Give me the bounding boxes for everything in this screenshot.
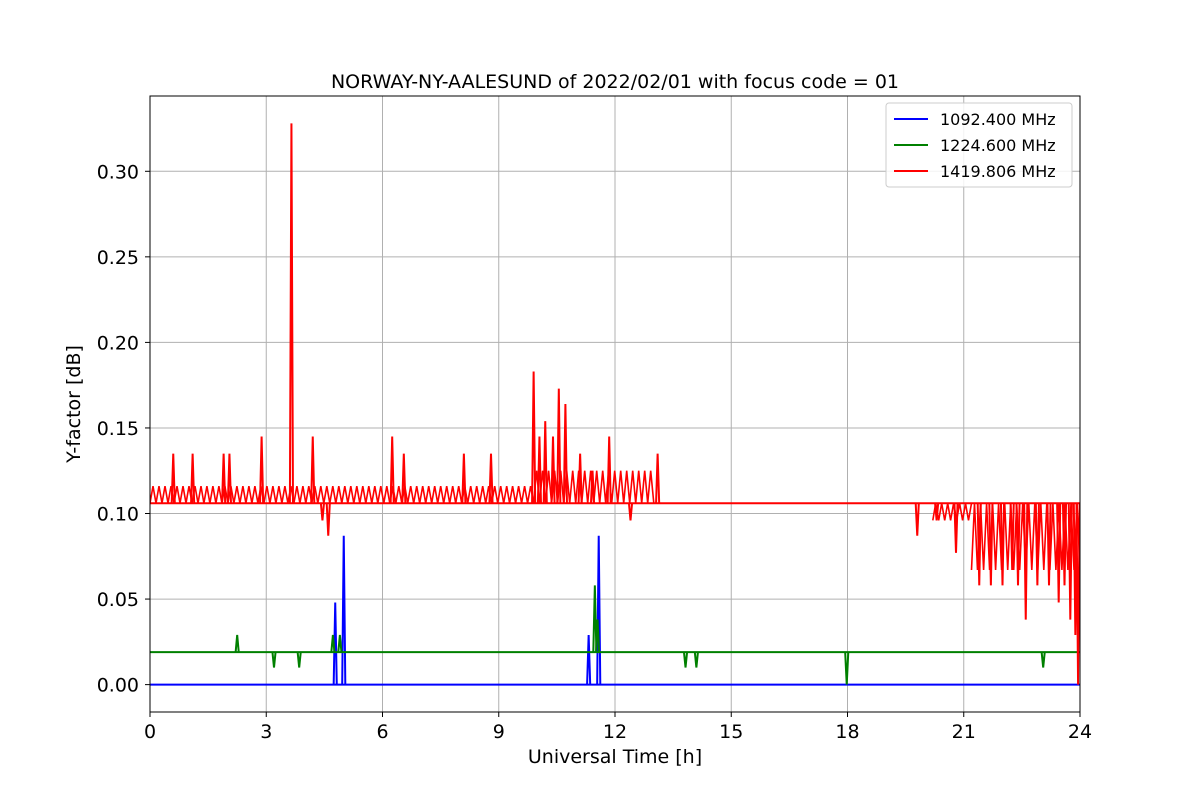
- noise-band: [932, 503, 973, 521]
- x-tick-label: 15: [719, 721, 743, 743]
- y-tick-label: 0.10: [97, 504, 139, 526]
- x-tick-label: 18: [835, 721, 859, 743]
- x-tick-label: 24: [1068, 721, 1092, 743]
- y-tick-label: 0.00: [97, 675, 139, 697]
- series-layer: [150, 123, 1080, 686]
- data-spike: [589, 470, 596, 504]
- y-tick-label: 0.25: [97, 247, 139, 269]
- data-spike: [330, 634, 336, 653]
- x-tick-label: 3: [260, 721, 272, 743]
- data-spike: [401, 453, 407, 504]
- data-spike: [606, 436, 612, 504]
- data-spike: [595, 619, 601, 653]
- data-spike: [389, 436, 395, 504]
- data-spike: [988, 503, 994, 586]
- data-spike: [914, 503, 920, 536]
- data-spike: [1075, 503, 1080, 685]
- legend-label-1092: 1092.400 MHz: [940, 110, 1056, 129]
- data-spike: [234, 634, 240, 653]
- data-spike: [296, 652, 302, 668]
- data-spike: [170, 453, 176, 504]
- data-spike: [488, 453, 494, 504]
- data-spike: [577, 453, 583, 504]
- chart-title: NORWAY-NY-AALESUND of 2022/02/01 with fo…: [331, 71, 899, 93]
- data-spike: [1061, 503, 1068, 586]
- data-spike: [259, 436, 265, 504]
- x-tick-label: 6: [376, 721, 388, 743]
- data-spike: [325, 503, 331, 536]
- data-spike: [934, 503, 940, 521]
- legend-label-1224: 1224.600 MHz: [940, 136, 1056, 155]
- data-spike: [1056, 503, 1062, 603]
- legend-box: [885, 102, 1073, 188]
- series-1224-mhz: [150, 585, 1080, 685]
- data-spike: [1023, 503, 1029, 620]
- data-spike: [536, 436, 542, 504]
- data-spike: [337, 634, 343, 653]
- data-spike: [655, 453, 661, 504]
- data-spike: [693, 652, 699, 668]
- data-spike: [341, 535, 347, 685]
- data-spike: [556, 388, 562, 504]
- y-tick-label: 0.30: [97, 161, 139, 183]
- data-spike: [1040, 652, 1046, 668]
- data-spike: [562, 403, 568, 504]
- data-spike: [1015, 503, 1021, 586]
- data-spike: [461, 453, 467, 504]
- data-spike: [531, 371, 537, 504]
- x-tick-label: 12: [603, 721, 627, 743]
- data-spike: [682, 652, 689, 668]
- data-spike: [288, 123, 294, 504]
- data-spike: [271, 652, 277, 668]
- x-tick-label: 9: [493, 721, 505, 743]
- data-spike: [190, 453, 196, 504]
- data-spike: [592, 585, 598, 653]
- data-spike: [1067, 503, 1073, 620]
- data-spike: [221, 453, 227, 504]
- x-axis-label: Universal Time [h]: [528, 746, 702, 768]
- data-spike: [999, 503, 1006, 586]
- y-tick-label: 0.20: [97, 332, 139, 354]
- y-tick-label: 0.05: [97, 589, 139, 611]
- data-spike: [1034, 503, 1040, 586]
- data-spike: [542, 421, 548, 504]
- x-tick-label: 21: [952, 721, 976, 743]
- data-spike: [310, 436, 316, 504]
- data-spike: [319, 503, 325, 521]
- y-tick-label: 0.15: [97, 418, 139, 440]
- data-spike: [1009, 503, 1015, 571]
- axis-ticks: 0 3 6 9 12 15 18 21 24 0.00 0.05 0.10 0.15 0.20 0.25 0.…: [97, 161, 1092, 743]
- data-spike: [226, 453, 232, 504]
- legend: 1092.400 MHz 1224.600 MHz 1419.806 MHz: [885, 102, 1073, 188]
- y-axis-label: Y-factor [dB]: [63, 345, 85, 464]
- x-tick-label: 0: [144, 721, 156, 743]
- data-spike: [550, 436, 556, 504]
- data-spike: [586, 634, 592, 685]
- data-spike: [844, 652, 850, 685]
- series-1419-mhz: [150, 123, 1080, 685]
- data-spike: [332, 602, 338, 685]
- legend-label-1419: 1419.806 MHz: [940, 162, 1056, 181]
- data-spike: [976, 503, 982, 586]
- data-spike: [953, 503, 959, 553]
- data-spike: [1046, 503, 1052, 586]
- data-spike: [627, 503, 634, 521]
